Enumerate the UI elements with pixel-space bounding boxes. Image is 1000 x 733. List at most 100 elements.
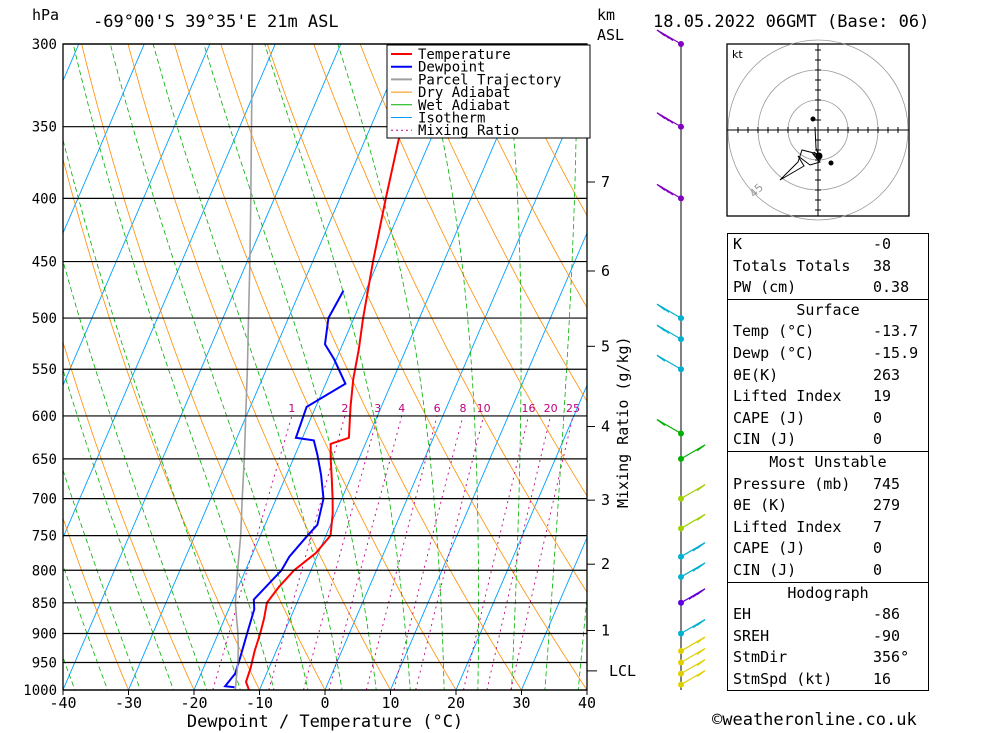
credit-text: ©weatheronline.co.uk	[712, 710, 917, 730]
wet-adiabat-line	[420, 44, 480, 690]
wet-adiabat-line	[63, 259, 208, 690]
pressure-tick-label: 750	[32, 529, 57, 545]
wind-barb-flag	[688, 592, 698, 600]
wet-adiabat-line	[109, 44, 309, 690]
km-tick-label: 6	[601, 262, 610, 280]
wind-barb-flag	[664, 188, 674, 196]
wet-adiabat-line	[63, 564, 109, 690]
index-key: K	[733, 235, 743, 253]
legend-label: Wet Adiabat	[418, 98, 511, 114]
wind-barb-flag	[696, 636, 706, 644]
index-row: θE (K) 279	[728, 495, 928, 517]
isotherm-line	[0, 7, 29, 716]
isotherm-line	[127, 44, 407, 690]
index-row: PW (cm) 0.38	[728, 277, 928, 299]
dry-adiabat-line	[127, 44, 391, 690]
mixing-ratio-line	[393, 415, 464, 690]
km-tick-label: 7	[601, 173, 610, 191]
index-row: EH -86	[728, 604, 928, 626]
legend-label: Temperature	[418, 47, 511, 63]
isotherm-line	[389, 231, 587, 690]
hodograph-point	[815, 152, 823, 160]
mixing-ratio-label: 20	[544, 402, 558, 415]
plot-frame	[62, 43, 588, 691]
x-tick-label: -40	[49, 694, 76, 712]
dry-adiabat-line	[81, 44, 326, 690]
hodograph-trace	[779, 126, 821, 181]
pressure-tick-label: 300	[32, 37, 57, 53]
km-unit: km	[597, 6, 616, 24]
wind-barb-flag	[692, 621, 702, 629]
index-section-title: Most Unstable	[769, 452, 887, 471]
parcel-trajectory-line	[234, 44, 254, 690]
mixing-ratio-line	[328, 415, 403, 690]
legend-label: Mixing Ratio	[418, 123, 519, 139]
wind-barb-flag	[696, 659, 706, 667]
isotherm-line	[63, 44, 145, 235]
index-row: CIN (J) 0	[728, 429, 928, 451]
mixing-ratio-line	[463, 415, 529, 690]
pressure-tick-label: 400	[32, 191, 57, 207]
dry-adiabat-line	[452, 44, 587, 309]
index-value: 19	[873, 387, 892, 406]
pressure-tick-label: 500	[32, 311, 57, 327]
asl-unit: ASL	[597, 26, 625, 44]
index-row: K -0	[728, 234, 928, 256]
x-tick-label: 10	[381, 694, 399, 712]
wind-barb-flag	[664, 34, 674, 42]
wind-barb-flag	[696, 484, 706, 492]
index-key: SREH	[733, 626, 770, 645]
indices-table: K -0 Totals Totals 38 PW (cm) 0.38 Surface Tem…	[727, 233, 929, 692]
mixing-ratio-line	[510, 415, 574, 690]
mixing-ratio-label: 1	[288, 402, 295, 415]
isotherm-line	[455, 384, 587, 690]
index-key: CIN (J)	[733, 560, 797, 579]
wind-barb-flag	[696, 444, 706, 452]
pressure-tick-label: 850	[32, 596, 57, 612]
index-row: StmSpd (kt) 16	[728, 669, 928, 691]
index-value: 0	[873, 539, 883, 558]
index-value: -86	[873, 605, 901, 624]
temperature-line	[244, 44, 423, 690]
index-row: SREH -90	[728, 626, 928, 648]
index-row: Lifted Index 19	[728, 386, 928, 408]
x-tick-label: 30	[512, 694, 530, 712]
dry-adiabat-line	[220, 44, 522, 690]
pressure-tick-label: 1000	[23, 683, 57, 699]
dry-adiabat-line	[359, 44, 587, 497]
location-title: -69°00'S 39°35'E 21m ASL	[93, 12, 339, 32]
mixing-ratio-line	[486, 415, 552, 690]
isotherm-line	[63, 44, 276, 539]
pressure-tick-label: 800	[32, 563, 57, 579]
dry-adiabat-line	[498, 44, 587, 217]
index-value: 0.38	[873, 278, 910, 297]
mixing-ratio-label: 25	[566, 402, 580, 415]
wind-barb-flag	[656, 419, 666, 426]
index-key: Totals Totals	[733, 256, 851, 275]
datetime-title: 18.05.2022 06GMT (Base: 06)	[653, 12, 930, 32]
wind-barb-flag	[692, 544, 702, 552]
x-tick-label: 20	[447, 694, 465, 712]
mixing-ratio-label: 16	[522, 402, 536, 415]
index-section-title: Hodograph	[787, 583, 869, 602]
index-row: CAPE (J) 0	[728, 408, 928, 430]
indices-surface: Surface Temp (°C) -13.7 Dewp (°C) -15.9 θE(K)…	[728, 300, 928, 452]
wet-adiabat-line	[503, 44, 522, 690]
wet-adiabat-line	[152, 44, 343, 690]
indices-general: K -0 Totals Totals 38 PW (cm) 0.38	[728, 234, 928, 300]
index-row: Totals Totals 38	[728, 256, 928, 278]
wind-profile	[656, 29, 706, 690]
pressure-tick-label: 700	[32, 492, 57, 508]
wet-adiabat-line	[264, 44, 411, 690]
indices-most-unstable: Most Unstable Pressure (mb) 745 θE (K) 279 Li…	[728, 452, 928, 583]
index-row: θE(K) 263	[728, 365, 928, 387]
mixing-ratio-label: 6	[434, 402, 441, 415]
index-key: StmSpd (kt)	[733, 669, 833, 688]
isotherm-line	[520, 536, 587, 690]
wind-barb-flag	[660, 305, 670, 313]
hodograph-point	[810, 116, 816, 122]
dry-adiabat-line	[63, 340, 195, 690]
wind-barb-flag	[696, 513, 706, 521]
